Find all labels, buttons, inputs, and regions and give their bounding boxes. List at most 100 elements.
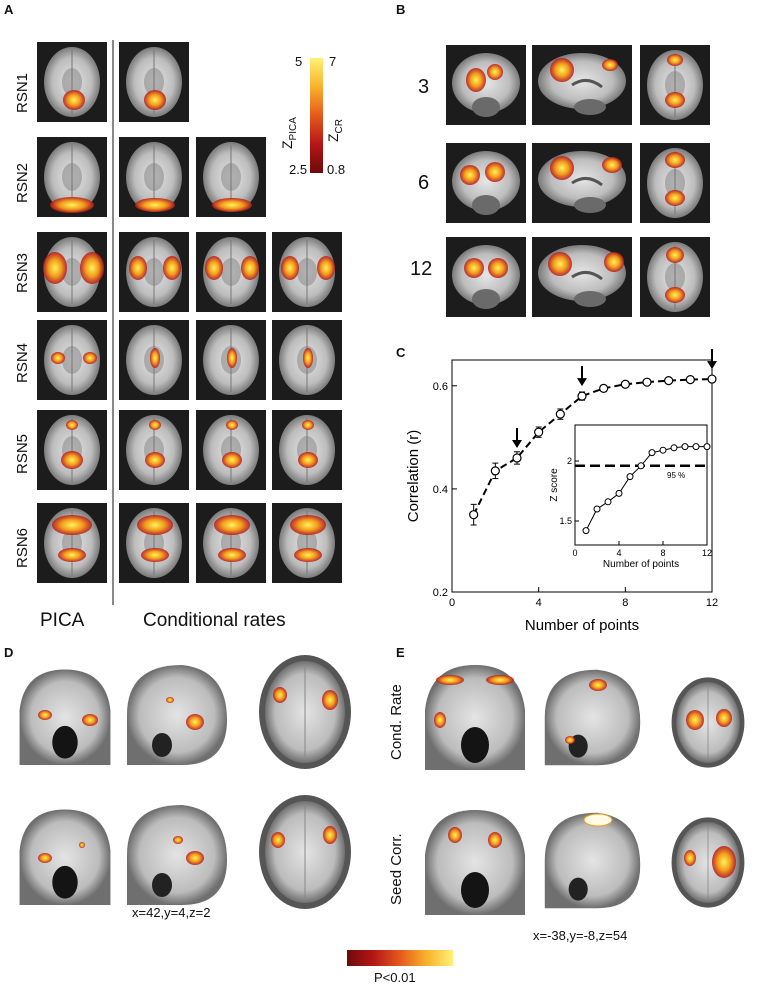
inset-data-point [681, 443, 689, 451]
d-top-coronal [19, 669, 111, 765]
colorbar-gradient [310, 58, 323, 173]
inset-data-point [637, 462, 645, 470]
panel-a-letter: A [4, 2, 14, 17]
x-tick-label: 12 [706, 597, 718, 609]
b3-sagittal [532, 45, 632, 125]
data-point [664, 376, 674, 386]
b6-coronal [446, 143, 526, 223]
inset-data-point [615, 489, 623, 497]
colorbar-bottom-right: 0.8 [327, 162, 346, 177]
rsn3-cr-brain-2 [196, 232, 266, 312]
data-point [599, 383, 609, 393]
inset-data-point [604, 498, 612, 506]
panel-a-footer-cr: Conditional rates [143, 610, 286, 631]
y-tick-label: 0.6 [433, 381, 448, 393]
inset-x-tick-label: 8 [660, 548, 665, 558]
inset-data-point [703, 443, 711, 451]
inset-y-tick-label: 1.5 [559, 516, 572, 526]
pvalue-colorbar [347, 950, 453, 966]
b12-sagittal [532, 237, 632, 317]
data-point [577, 391, 587, 401]
e-bot-sagittal [544, 812, 641, 909]
e-top-coronal [425, 665, 525, 770]
colorbar-top-left: 5 [295, 54, 303, 69]
d-bot-coronal [19, 809, 111, 905]
inset-data-point [593, 505, 601, 513]
e-bot-axial [671, 816, 745, 909]
b3-axial [640, 45, 710, 125]
y-tick-label: 0.4 [433, 484, 448, 496]
panel-a-footer-pica: PICA [40, 610, 85, 631]
data-point [620, 379, 630, 389]
inset-y-axis-label: Z score [549, 468, 560, 502]
e-bot-coronal [425, 810, 525, 915]
panel-d-letter: D [4, 645, 14, 660]
panel-b-row-3: 3 [418, 76, 430, 98]
panel-a-colorbar: 5 2.5 7 0.8 ZPICA ZCR [279, 54, 355, 179]
rsn1-pica-brain [37, 42, 107, 122]
colorbar-top-right: 7 [329, 54, 337, 69]
rsn5-pica-brain [37, 410, 107, 490]
rsn2-pica-brain [37, 137, 107, 217]
panel-a-tiles [37, 42, 342, 583]
rsn1-cr-brain-1 [119, 42, 189, 122]
d-bot-axial [258, 794, 352, 910]
b6-sagittal [532, 143, 632, 223]
panel-a-brains [112, 40, 114, 605]
b3-coronal [446, 45, 526, 125]
data-point [469, 510, 479, 520]
inset-x-tick-label: 12 [702, 548, 712, 558]
arrow-head [577, 378, 587, 387]
e-top-sagittal [544, 669, 641, 766]
inset-frame [574, 424, 708, 546]
x-tick-label: 8 [622, 597, 628, 609]
inset-x-tick-label: 4 [616, 548, 621, 558]
panel-c-letter: C [396, 345, 406, 360]
data-point [642, 377, 652, 387]
inset-data-point [659, 446, 667, 454]
arrow-head [512, 439, 522, 448]
rsn2-cr-brain-1 [119, 137, 189, 217]
data-point [707, 374, 717, 384]
b6-axial [640, 143, 710, 223]
inset-x-axis-label: Number of points [603, 559, 679, 570]
panel-e-row-top: Cond. Rate [388, 684, 405, 760]
x-tick-label: 4 [536, 597, 542, 609]
rsn3-pica-brain [37, 232, 107, 312]
y-tick-label: 0.2 [433, 587, 448, 599]
panel-e-coords: x=-38,y=-8,z=54 [533, 928, 628, 943]
rsn2-cr-brain-2 [196, 137, 266, 217]
main-y-axis-label: Correlation (r) [405, 430, 422, 523]
data-point [534, 427, 544, 437]
inset-data-point [626, 473, 634, 481]
panel-b-row-6: 6 [418, 172, 430, 194]
panel-e-letter: E [396, 645, 405, 660]
d-top-sagittal [127, 665, 227, 765]
rsn4-cr-brain-2 [196, 320, 266, 400]
inset-data-point [648, 449, 656, 457]
colorbar-bottom-left: 2.5 [289, 162, 308, 177]
panel-b-brains [446, 45, 710, 317]
d-top-axial [258, 654, 352, 770]
x-tick-label: 0 [449, 597, 455, 609]
panel-de-brains [19, 654, 745, 915]
main-plot-frame [451, 359, 713, 593]
rsn3-cr-brain-3 [272, 232, 342, 312]
rsn6-cr-brain-1 [119, 503, 189, 583]
data-point [512, 453, 522, 463]
inset-data-point [582, 527, 590, 535]
data-point [685, 374, 695, 385]
inset-threshold-label: 95 % [667, 471, 685, 480]
panel-e-row-bottom: Seed Corr. [388, 833, 405, 905]
arrow-head [707, 361, 717, 370]
main-x-axis-label: Number of points [525, 617, 639, 634]
e-top-axial [671, 676, 745, 769]
rsn6-pica-brain [37, 503, 107, 583]
rsn6-cr-brain-3 [272, 503, 342, 583]
inset-y-tick-label: 2 [567, 456, 572, 466]
panel-d-coords: x=42,y=4,z=2 [132, 905, 211, 920]
b12-axial [640, 237, 710, 317]
inset-data-point [692, 443, 700, 451]
panel-b-letter: B [396, 2, 406, 17]
panel-b-row-12: 12 [410, 258, 433, 280]
